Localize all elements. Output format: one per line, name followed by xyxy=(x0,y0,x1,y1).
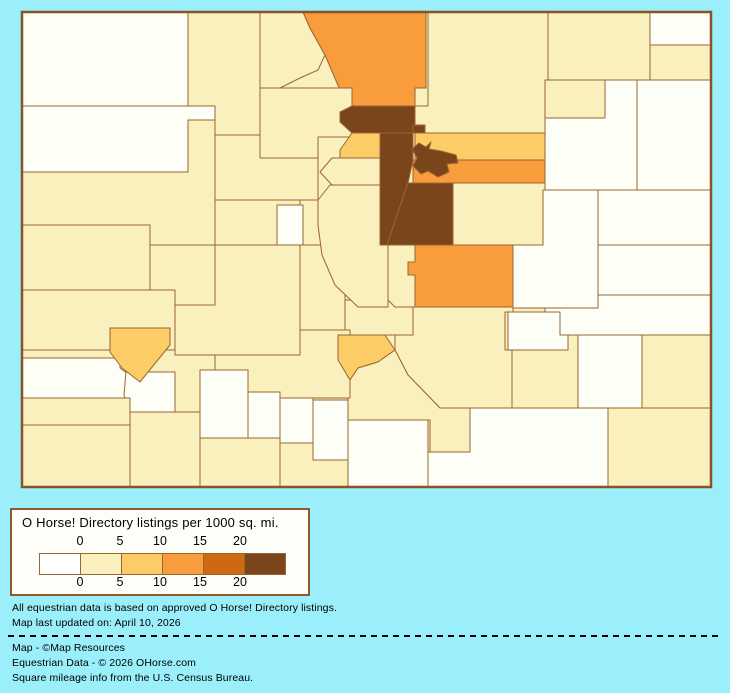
legend-swatch-0 xyxy=(39,553,81,575)
legend-tick-20: 20 xyxy=(233,575,247,589)
state-border xyxy=(20,10,713,489)
county-rio-blanco xyxy=(21,105,216,173)
county-costilla xyxy=(347,419,429,488)
county-elbert xyxy=(452,182,546,246)
legend-swatch-15-20 xyxy=(203,553,245,575)
county-cheyenne xyxy=(597,244,712,296)
county-mesa xyxy=(21,224,151,291)
county-crowley xyxy=(507,311,569,351)
county-el-paso xyxy=(407,244,514,308)
county-san-juan xyxy=(123,371,176,413)
legend-box: O Horse! Directory listings per 1000 sq.… xyxy=(10,508,310,596)
legend-tick-15: 15 xyxy=(193,534,207,548)
legend-tick-20: 20 xyxy=(233,534,247,548)
county-broomfield xyxy=(412,124,426,134)
county-denver xyxy=(411,141,459,178)
note-data-source: All equestrian data is based on approved… xyxy=(12,602,337,614)
note-last-updated: Map last updated on: April 10, 2026 xyxy=(12,617,181,629)
legend-swatch-20+ xyxy=(244,553,286,575)
footer-data-credit: Equestrian Data - © 2026 OHorse.com xyxy=(12,657,196,669)
legend-ticks-bottom: 0 5 10 15 20 xyxy=(12,575,308,589)
legend-tick-15: 15 xyxy=(193,575,207,589)
county-prowers xyxy=(641,334,712,409)
county-gilpin xyxy=(339,132,381,159)
county-phillips xyxy=(649,44,712,81)
legend-tick-10: 10 xyxy=(153,575,167,589)
county-dolores xyxy=(21,397,131,426)
county-alamosa xyxy=(312,399,349,461)
county-yuma xyxy=(636,79,712,191)
legend-swatch-0-5 xyxy=(80,553,122,575)
county-park xyxy=(317,184,389,308)
legend-swatch-5-10 xyxy=(121,553,163,575)
legend-title: O Horse! Directory listings per 1000 sq.… xyxy=(22,515,279,530)
colorado-county-choropleth-map xyxy=(20,10,713,489)
county-logan xyxy=(547,11,651,81)
legend-tick-0: 0 xyxy=(76,534,84,548)
county-la-plata xyxy=(129,411,201,488)
county-hinsdale xyxy=(199,369,249,439)
county-kit-carson xyxy=(597,189,712,246)
county-baca xyxy=(607,407,712,488)
county-mineral xyxy=(247,391,281,439)
dashed-separator xyxy=(8,635,722,637)
legend-tick-0: 0 xyxy=(76,575,84,589)
county-boulder xyxy=(339,105,416,134)
county-weld xyxy=(414,11,549,134)
legend-swatch-row xyxy=(39,553,286,575)
footer-census-credit: Square mileage info from the U.S. Census… xyxy=(12,672,254,684)
county-archuleta xyxy=(199,437,281,488)
county-sedgwick xyxy=(649,11,712,46)
county-morgan xyxy=(544,79,606,119)
legend-ticks-top: 0 5 10 15 20 xyxy=(12,534,308,548)
county-clear-creek xyxy=(319,157,381,186)
county-teller xyxy=(387,244,416,308)
county-moffat xyxy=(21,11,189,107)
county-rio-grande xyxy=(279,397,314,444)
legend-tick-5: 5 xyxy=(116,575,124,589)
footer-map-credit: Map - ©Map Resources xyxy=(12,642,126,654)
county-bent xyxy=(577,334,643,409)
legend-tick-5: 5 xyxy=(116,534,124,548)
legend-swatch-10-15 xyxy=(162,553,204,575)
county-lake xyxy=(276,204,304,246)
legend-tick-10: 10 xyxy=(153,534,167,548)
county-montezuma xyxy=(21,424,131,488)
county-ouray xyxy=(109,327,171,383)
